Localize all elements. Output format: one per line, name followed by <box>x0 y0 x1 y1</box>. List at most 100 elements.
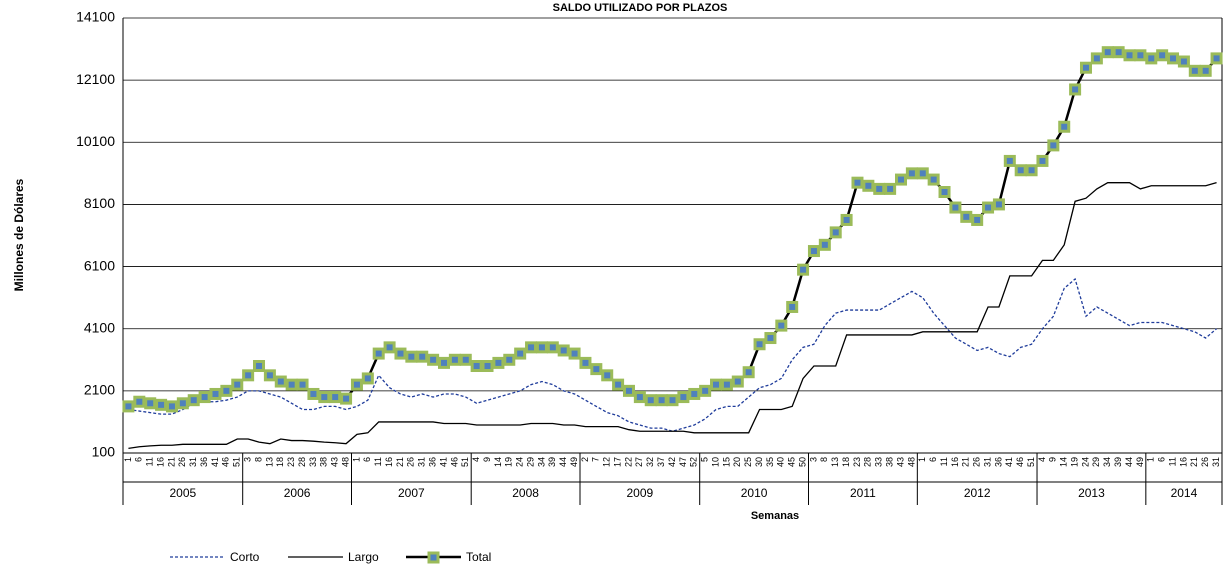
marker <box>176 397 189 410</box>
marker <box>318 391 331 404</box>
marker <box>394 347 407 360</box>
marker <box>992 198 1005 211</box>
marker <box>666 394 679 407</box>
marker <box>764 332 777 345</box>
marker <box>1210 52 1223 65</box>
x-tick-label: 16 <box>155 457 165 467</box>
marker <box>677 391 690 404</box>
x-tick-label: 8 <box>819 457 829 462</box>
x-tick-label: 39 <box>1113 457 1123 467</box>
marker <box>165 400 178 413</box>
x-tick-label: 41 <box>438 457 448 467</box>
year-label: 2010 <box>741 486 768 500</box>
marker <box>492 356 505 369</box>
x-tick-label: 31 <box>1211 457 1221 467</box>
marker <box>688 387 701 400</box>
series-line <box>128 277 1217 432</box>
x-tick-label: 40 <box>776 457 786 467</box>
x-tick-label: 34 <box>1102 457 1112 467</box>
x-tick-label: 25 <box>743 457 753 467</box>
marker <box>949 201 962 214</box>
marker <box>1079 61 1092 74</box>
x-tick-label: 41 <box>210 457 220 467</box>
x-tick-label: 49 <box>1135 457 1145 467</box>
marker <box>340 392 353 405</box>
x-tick-label: 3 <box>808 457 818 462</box>
marker <box>1025 164 1038 177</box>
marker <box>448 353 461 366</box>
y-tick-label: 10100 <box>76 133 115 149</box>
x-tick-label: 30 <box>754 457 764 467</box>
marker <box>1177 55 1190 68</box>
marker <box>1003 154 1016 167</box>
marker <box>231 378 244 391</box>
y-tick-label: 2100 <box>84 382 115 398</box>
marker <box>253 360 266 372</box>
marker <box>557 344 570 357</box>
marker <box>731 375 744 388</box>
year-label: 2011 <box>850 486 876 500</box>
x-tick-label: 1 <box>351 457 361 462</box>
x-tick-label: 43 <box>330 457 340 467</box>
series-line <box>127 50 1218 408</box>
marker <box>1112 46 1125 59</box>
marker <box>481 360 494 372</box>
chart-title: SALDO UTILIZADO POR PLAZOS <box>553 2 728 14</box>
x-tick-label: 10 <box>710 457 720 467</box>
x-tick-label: 43 <box>895 457 905 467</box>
x-tick-label: 50 <box>797 457 807 467</box>
x-tick-label: 6 <box>928 457 938 462</box>
year-label: 2009 <box>627 486 654 500</box>
y-tick-label: 12100 <box>76 71 115 87</box>
marker <box>971 213 984 226</box>
x-tick-label: 35 <box>765 457 775 467</box>
x-tick-label: 26 <box>972 457 982 467</box>
marker <box>938 186 951 198</box>
x-tick-label: 19 <box>1069 457 1079 467</box>
marker <box>350 378 363 391</box>
x-tick-label: 36 <box>993 457 1003 467</box>
marker <box>895 173 908 186</box>
x-tick-label: 31 <box>188 457 198 467</box>
marker <box>514 347 527 360</box>
x-tick-label: 3 <box>243 457 253 462</box>
x-tick-label: 48 <box>906 457 916 467</box>
x-tick-label: 38 <box>319 457 329 467</box>
x-tick-label: 16 <box>1178 457 1188 467</box>
marker <box>568 347 581 360</box>
x-tick-label: 1 <box>1146 457 1156 462</box>
x-tick-label: 16 <box>384 457 394 467</box>
x-tick-label: 36 <box>427 457 437 467</box>
marker <box>818 238 831 251</box>
marker <box>927 173 940 186</box>
marker <box>242 369 255 382</box>
x-tick-label: 42 <box>667 457 677 467</box>
year-label: 2013 <box>1078 486 1105 500</box>
marker <box>753 338 766 351</box>
marker <box>427 353 440 366</box>
marker <box>155 398 168 411</box>
marker <box>361 372 374 385</box>
marker <box>960 210 973 223</box>
marker <box>1101 46 1114 59</box>
x-tick-label: 26 <box>406 457 416 467</box>
x-tick-label: 19 <box>504 457 514 467</box>
marker <box>144 397 157 410</box>
x-tick-label: 37 <box>656 457 666 467</box>
x-tick-label: 48 <box>340 457 350 467</box>
marker <box>884 182 897 195</box>
x-tick-label: 14 <box>1059 457 1069 467</box>
marker <box>122 400 135 413</box>
marker <box>710 378 723 391</box>
marker <box>797 263 810 276</box>
year-label: 2005 <box>169 486 196 500</box>
x-tick-label: 29 <box>525 457 535 467</box>
x-tick-label: 21 <box>166 457 176 467</box>
x-tick-label: 44 <box>1124 457 1134 467</box>
marker <box>503 353 516 366</box>
y-axis-label: Millones de Dólares <box>12 178 26 291</box>
x-tick-label: 18 <box>841 457 851 467</box>
marker <box>209 387 222 400</box>
marker <box>198 391 211 404</box>
